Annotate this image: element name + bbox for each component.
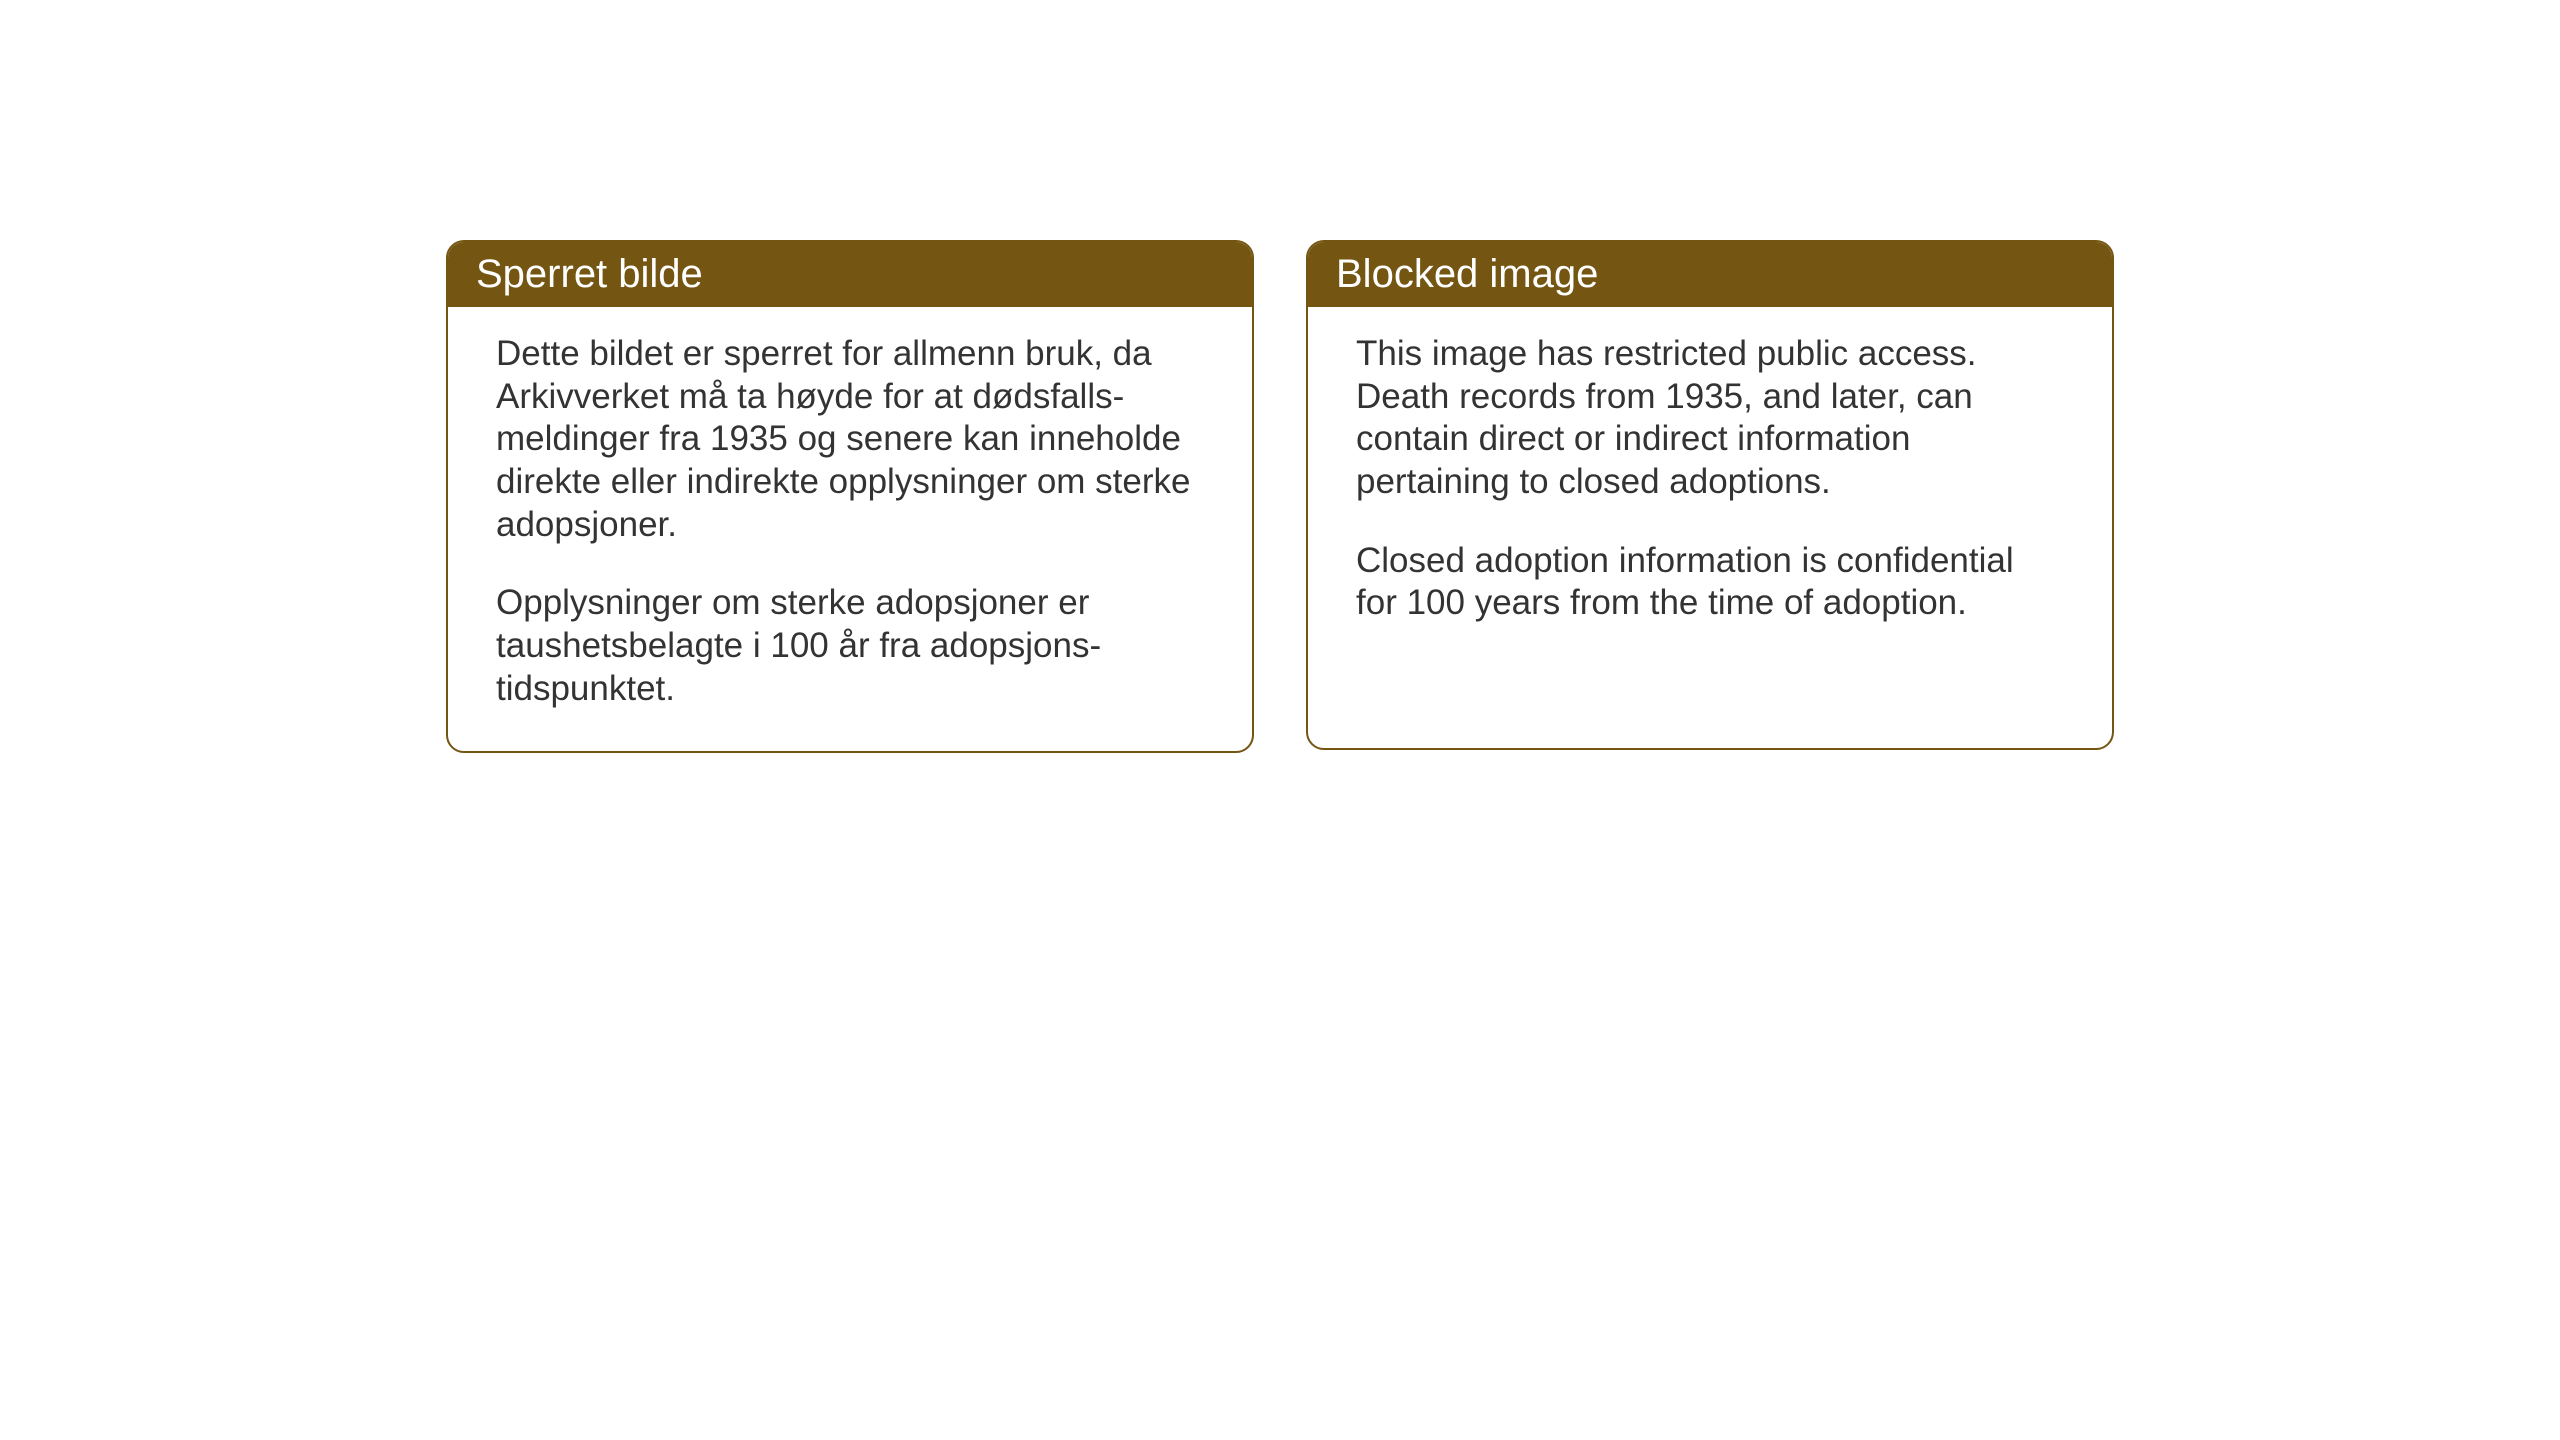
english-paragraph-2: Closed adoption information is confident… <box>1356 540 2064 625</box>
norwegian-paragraph-2: Opplysninger om sterke adopsjoner er tau… <box>496 582 1204 710</box>
english-card-body: This image has restricted public access.… <box>1308 307 2112 665</box>
english-notice-card: Blocked image This image has restricted … <box>1306 240 2114 750</box>
norwegian-card-body: Dette bildet er sperret for allmenn bruk… <box>448 307 1252 751</box>
english-card-title: Blocked image <box>1308 242 2112 307</box>
english-paragraph-1: This image has restricted public access.… <box>1356 333 2064 504</box>
notice-container: Sperret bilde Dette bildet er sperret fo… <box>0 0 2560 753</box>
norwegian-notice-card: Sperret bilde Dette bildet er sperret fo… <box>446 240 1254 753</box>
norwegian-card-title: Sperret bilde <box>448 242 1252 307</box>
norwegian-paragraph-1: Dette bildet er sperret for allmenn bruk… <box>496 333 1204 546</box>
